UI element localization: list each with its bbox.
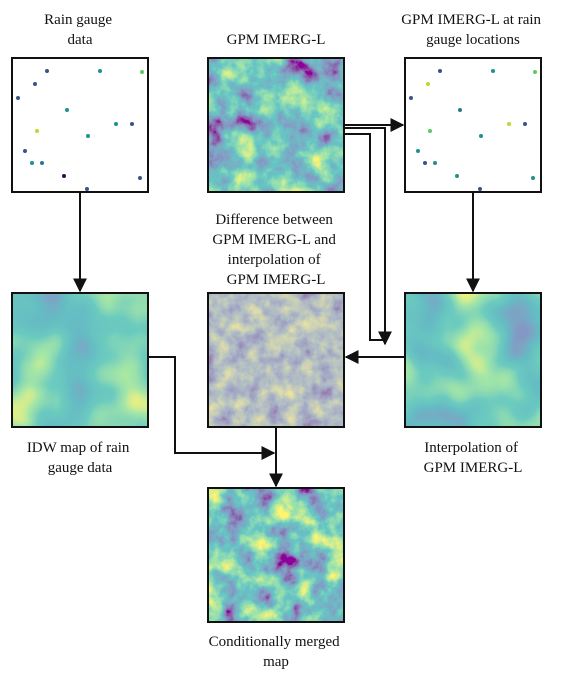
- label-line: map: [263, 654, 289, 670]
- gauge-dot: [523, 122, 527, 126]
- gauge-dot: [45, 69, 49, 73]
- gpm-at-gauges-map: [405, 58, 541, 192]
- gauge-dot: [531, 176, 535, 180]
- node-label: Interpolation of GPM IMERG-L: [424, 440, 523, 476]
- gauge-dot: [458, 108, 462, 112]
- gauge-dot: [507, 122, 511, 126]
- label-line: GPM IMERG-L: [227, 272, 326, 288]
- arrow: [344, 128, 385, 344]
- gauge-dot: [40, 161, 44, 165]
- label-line: Interpolation of: [424, 440, 518, 456]
- label-line: Rain gauge: [44, 12, 112, 28]
- label-line: GPM IMERG-L at rain: [401, 12, 541, 28]
- label-line: gauge data: [48, 460, 113, 476]
- node-label: GPM IMERG-L: [227, 32, 326, 48]
- node-label: Difference between GPM IMERG-L and inter…: [212, 212, 339, 288]
- idw-map: [12, 293, 148, 427]
- node-label: IDW map of rain gauge data: [27, 440, 133, 476]
- gauge-dot: [35, 129, 39, 133]
- gauge-dot: [30, 161, 34, 165]
- gauge-dot: [138, 176, 142, 180]
- gauge-dot: [428, 129, 432, 133]
- gauge-dot: [62, 174, 66, 178]
- label-line: data: [68, 32, 93, 48]
- difference-map: [208, 293, 344, 427]
- gauge-dot: [416, 149, 420, 153]
- label-line: GPM IMERG-L: [424, 460, 523, 476]
- gauge-dot: [65, 108, 69, 112]
- label-line: GPM IMERG-L and: [212, 232, 336, 248]
- label-line: IDW map of rain: [27, 440, 130, 456]
- gauge-dot: [140, 70, 144, 74]
- gauge-dot: [491, 69, 495, 73]
- label-line: Difference between: [215, 212, 333, 228]
- gauge-dot: [23, 149, 27, 153]
- label-line: interpolation of: [228, 252, 321, 268]
- gauge-dot: [433, 161, 437, 165]
- gauge-dot: [478, 187, 482, 191]
- gauge-dot: [33, 82, 37, 86]
- gauge-dot: [533, 70, 537, 74]
- gauge-dot: [86, 134, 90, 138]
- gauge-dot: [423, 161, 427, 165]
- node-label: GPM IMERG-L at rain gauge locations: [401, 12, 545, 48]
- node-label: Rain gauge data: [44, 12, 116, 48]
- gauge-dot: [130, 122, 134, 126]
- gauge-dot: [85, 187, 89, 191]
- diagram: Rain gauge data GPM IMERG-L GPM IMERG-L …: [0, 0, 567, 679]
- gauge-dot: [16, 96, 20, 100]
- label-line: Conditionally merged: [209, 634, 340, 650]
- node-label: Conditionally merged map: [209, 634, 344, 670]
- label-line: gauge locations: [426, 32, 520, 48]
- gauge-dot: [98, 69, 102, 73]
- gauge-dot: [426, 82, 430, 86]
- gauge-dot: [438, 69, 442, 73]
- rain-gauge-map: [12, 58, 148, 192]
- gauge-dot: [114, 122, 118, 126]
- connector: [344, 134, 385, 340]
- gauge-dot: [455, 174, 459, 178]
- interpolation-map: [405, 293, 541, 427]
- merged-map: [208, 488, 344, 622]
- gpm-map: [208, 58, 344, 192]
- gauge-dot: [409, 96, 413, 100]
- label-line: GPM IMERG-L: [227, 32, 326, 48]
- gauge-dot: [479, 134, 483, 138]
